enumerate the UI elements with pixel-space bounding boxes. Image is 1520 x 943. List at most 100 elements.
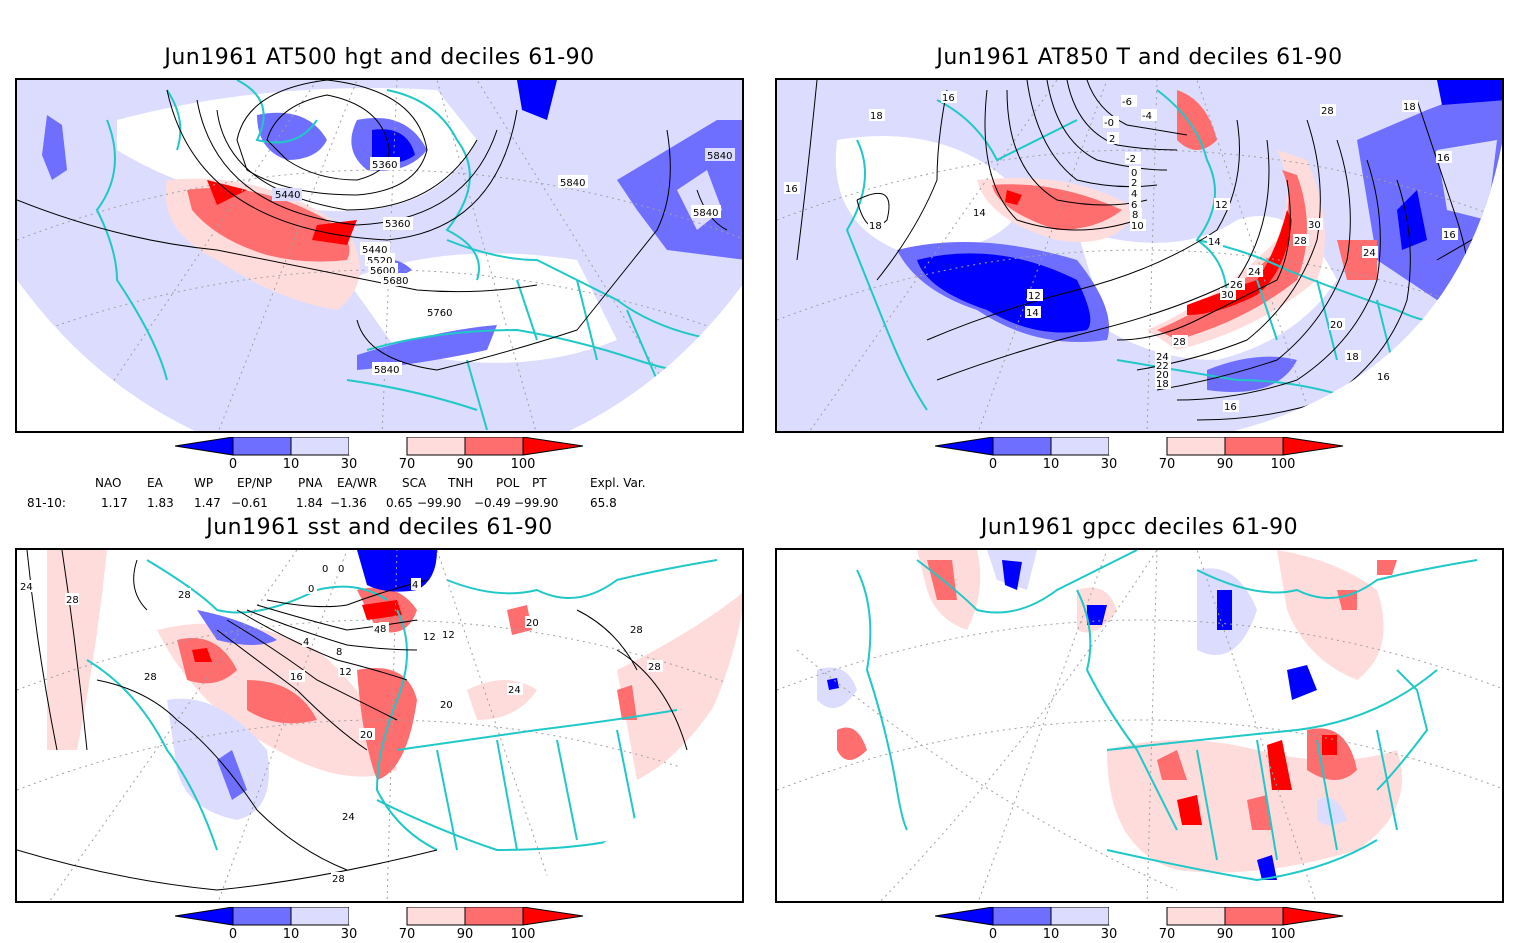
colorbar-segment	[1166, 907, 1226, 926]
coastlines	[856, 550, 1478, 882]
coastlines	[86, 559, 718, 852]
contour-label: 26	[1230, 280, 1243, 291]
contours	[17, 80, 728, 371]
colorbar-tick-label: 30	[1100, 457, 1118, 472]
shade-mid-red	[507, 605, 637, 720]
contour-label: 14	[1026, 308, 1039, 319]
shade-mid-red	[992, 184, 1122, 230]
contour-labels: 16 18 16 18 -6 -4 -0 2 -2 0 2 4 6 8 10 1…	[784, 91, 1458, 413]
contour-label: 0	[338, 564, 344, 575]
contour-label: 20	[360, 730, 373, 741]
contour-label: 16	[1224, 402, 1237, 413]
index-value: −99.90	[417, 496, 462, 510]
colorbar-tick-label: 90	[1216, 457, 1234, 472]
colorbar-bar	[935, 437, 1344, 456]
colorbar-tick-label: 70	[398, 927, 416, 942]
contour-label: 5840	[374, 365, 399, 376]
colorbar-segment	[1224, 907, 1284, 926]
map-at850-canvas: 16 18 16 18 -6 -4 -0 2 -2 0 2 4 6 8 10 1…	[777, 80, 1502, 431]
shade-mid-red	[357, 668, 417, 780]
shade-dark-blue	[517, 80, 557, 120]
colorbar-tick-label: 10	[1042, 927, 1060, 942]
contour-label: 24	[342, 812, 355, 823]
index-value: −0.49	[474, 496, 511, 510]
colorbar-tick-label: 70	[1158, 927, 1176, 942]
contour-label: 4	[412, 580, 418, 591]
contour-label: 5840	[693, 208, 718, 219]
contour-label: 16	[785, 184, 798, 195]
contour-labels: 5360 5440 5360 5440 5520 5600 5680 5760 …	[272, 148, 735, 376]
colorbar-gpcc: 0 10 30 70 90 100	[935, 907, 1345, 943]
panel-title-at850: Jun1961 AT850 T and deciles 61-90	[936, 45, 1343, 70]
shade-dark-red	[362, 600, 402, 620]
contour-label: 2	[1131, 178, 1137, 189]
colorbar-tick-label: 0	[988, 927, 998, 942]
contour-label: 24	[508, 685, 521, 696]
contour-label: 2	[1109, 134, 1115, 145]
contour-label: 5440	[362, 245, 387, 256]
index-value: −0.61	[231, 496, 268, 510]
contour-label: 16	[1437, 153, 1450, 164]
contour-label: 28	[1321, 106, 1334, 117]
colorbar-tick-label: 30	[340, 457, 358, 472]
colorbar-tick-label: 0	[228, 457, 238, 472]
colorbar-tick-label: 100	[510, 927, 536, 942]
contour-label: 10	[1131, 221, 1144, 232]
contour-label: 20	[440, 700, 453, 711]
contour-label: 0	[1131, 168, 1137, 179]
contour-label: 24	[20, 582, 33, 593]
shade-light-red	[617, 590, 742, 780]
shade-dark-blue	[917, 253, 1091, 333]
shade-light-red	[47, 550, 107, 750]
contour-label: 16	[942, 93, 955, 104]
contour-label: 8	[336, 647, 342, 658]
contour-label: 18	[1156, 379, 1169, 390]
contour-label: 12	[1215, 200, 1228, 211]
colorbar-sst: 0 10 30 70 90 100	[175, 907, 585, 943]
contour-label: 18	[1346, 352, 1359, 363]
index-header: EA/WR	[337, 476, 378, 490]
map-at500-canvas: 5360 5440 5360 5440 5520 5600 5680 5760 …	[17, 80, 742, 431]
contour-label: 24	[1363, 248, 1376, 259]
contour-label: 5600	[370, 266, 395, 277]
colorbar-segment	[406, 907, 466, 926]
map-gpcc	[775, 548, 1504, 903]
index-value-row: 81-10: 1.17 1.83 1.47 −0.61 1.84 −1.36 0…	[0, 496, 760, 512]
colorbar-segment	[1109, 437, 1167, 455]
shade-mid-red	[247, 680, 317, 724]
colorbar-segment	[992, 907, 1052, 926]
colorbar-segment	[290, 907, 350, 926]
contour-label: 16	[1377, 372, 1390, 383]
contour-label: 14	[1208, 237, 1221, 248]
contour-label: 22	[1156, 361, 1169, 372]
colorbar-tick-label: 90	[456, 457, 474, 472]
colorbar-tick-label: 100	[1270, 927, 1296, 942]
shade-mid-blue	[42, 115, 67, 180]
index-value: −99.90	[514, 496, 559, 510]
contour-label: 18	[869, 221, 882, 232]
colorbar-segment	[349, 907, 407, 925]
panel-title-gpcc: Jun1961 gpcc deciles 61-90	[980, 515, 1299, 540]
colorbar-segment	[232, 907, 292, 926]
contour-label: 16	[290, 672, 303, 683]
colorbar-segment	[464, 437, 524, 456]
map-at500: 5360 5440 5360 5440 5520 5600 5680 5760 …	[15, 78, 744, 433]
map-gpcc-canvas	[777, 550, 1502, 901]
contour-label: 20	[1156, 370, 1169, 381]
contour-label: 5520	[367, 256, 392, 267]
contour-label: -4	[1142, 111, 1152, 122]
colorbar-segment	[522, 437, 584, 456]
index-header: EP/NP	[237, 476, 273, 490]
contour-label: 28	[1294, 236, 1307, 247]
shade-mid-blue	[197, 610, 277, 645]
colorbar-segment	[175, 907, 234, 926]
precip-shading	[817, 550, 1402, 880]
index-header: EA	[147, 476, 163, 490]
shade-mid-blue	[357, 325, 497, 370]
contour-label: 28	[332, 874, 345, 885]
colorbar-tick-label: 30	[340, 927, 358, 942]
panel-title-sst: Jun1961 sst and deciles 61-90	[206, 515, 553, 540]
shade-mid-red	[187, 188, 350, 262]
shade-light-red	[1147, 150, 1325, 350]
colorbar-segment	[406, 437, 466, 456]
